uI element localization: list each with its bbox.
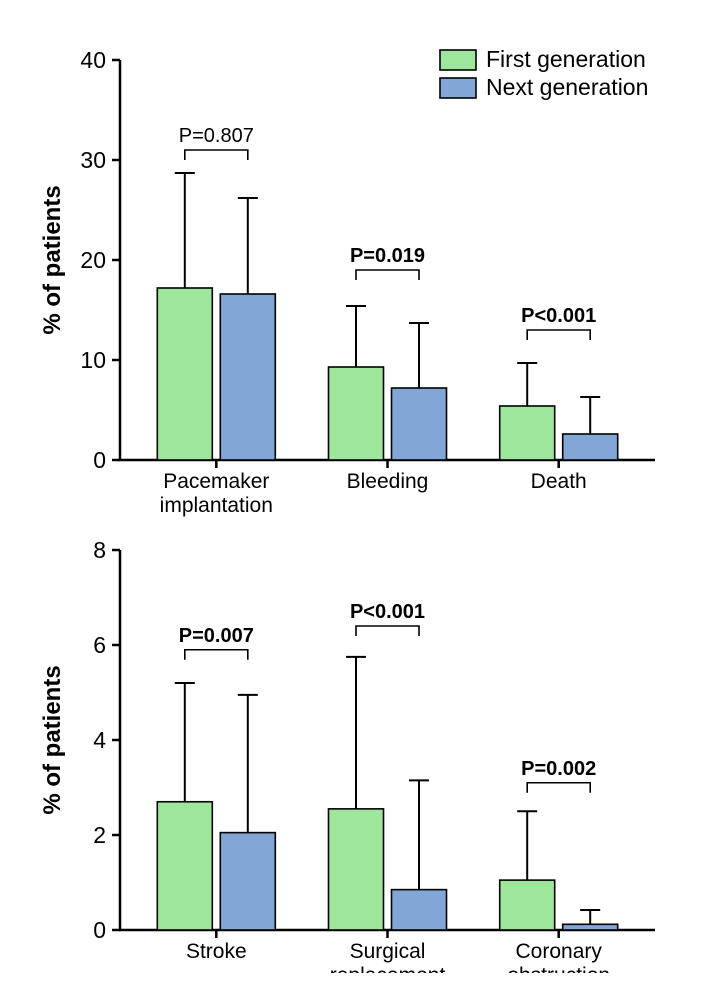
svg-text:P=0.807: P=0.807: [179, 125, 254, 147]
svg-text:8: 8: [93, 537, 106, 563]
svg-text:0: 0: [93, 917, 106, 943]
svg-text:Surgical: Surgical: [350, 940, 426, 963]
svg-text:P<0.001: P<0.001: [521, 305, 596, 327]
svg-text:6: 6: [93, 632, 106, 658]
svg-text:P=0.019: P=0.019: [350, 245, 425, 267]
dual-bar-chart: 010203040% of patientsPacemakerimplantat…: [20, 20, 692, 973]
svg-text:40: 40: [80, 47, 106, 73]
svg-text:% of patients: % of patients: [39, 185, 66, 334]
svg-text:Pacemaker: Pacemaker: [163, 470, 269, 493]
svg-text:obstruction: obstruction: [507, 964, 610, 973]
svg-text:10: 10: [80, 347, 106, 373]
svg-text:0: 0: [93, 447, 106, 473]
svg-text:P=0.002: P=0.002: [521, 758, 596, 780]
svg-text:Bleeding: Bleeding: [347, 470, 429, 493]
svg-text:4: 4: [93, 727, 106, 753]
svg-text:implantation: implantation: [160, 494, 273, 517]
svg-text:30: 30: [80, 147, 106, 173]
svg-text:Coronary: Coronary: [516, 940, 603, 963]
chart-container: 010203040% of patientsPacemakerimplantat…: [20, 20, 692, 973]
svg-text:Stroke: Stroke: [186, 940, 247, 963]
svg-text:P=0.007: P=0.007: [179, 625, 254, 647]
svg-text:Death: Death: [531, 470, 587, 493]
svg-text:% of patients: % of patients: [39, 665, 66, 814]
svg-text:Next generation: Next generation: [486, 74, 648, 100]
svg-text:First generation: First generation: [486, 46, 646, 72]
svg-text:2: 2: [93, 822, 106, 848]
svg-text:replacement: replacement: [330, 964, 446, 973]
svg-text:20: 20: [80, 247, 106, 273]
svg-text:P<0.001: P<0.001: [350, 601, 425, 623]
